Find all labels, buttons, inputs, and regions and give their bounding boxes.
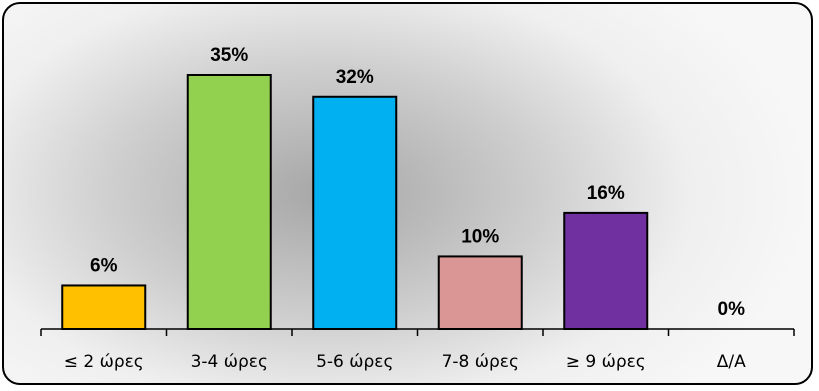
category-label: 7-8 ώρες (442, 352, 519, 372)
category-label: 5-6 ώρες (316, 352, 393, 372)
bar-chart: 6% 35% 32% 10% 16% 0% ≤ 2 ώρες 3-4 ώρες 5-6 ώρε… (40, 45, 795, 372)
data-label: 35% (210, 45, 248, 66)
category-label: ≤ 2 ώρες (64, 352, 144, 372)
data-label: 10% (461, 226, 499, 247)
category-labels-layer: ≤ 2 ώρες 3-4 ώρες 5-6 ώρες 7-8 ώρες ≥ 9 ώρες… (64, 352, 746, 372)
value-labels-layer: 6% 35% 32% 10% 16% 0% (90, 45, 745, 320)
data-label: 16% (587, 183, 625, 204)
data-label: 32% (336, 67, 374, 88)
bar (61, 284, 147, 331)
category-label: Δ/Α (717, 352, 746, 372)
bars-layer (61, 74, 649, 331)
category-label: ≥ 9 ώρες (566, 352, 646, 372)
bar (186, 74, 272, 330)
bar (563, 211, 649, 330)
data-label: 0% (718, 299, 746, 320)
category-label: 3-4 ώρες (191, 352, 268, 372)
bar (312, 95, 398, 331)
data-label: 6% (90, 255, 118, 276)
chart-frame: 6% 35% 32% 10% 16% 0% ≤ 2 ώρες 3-4 ώρες 5-6 ώρε… (2, 2, 813, 385)
x-ticks-layer (40, 329, 795, 336)
bar (437, 255, 523, 330)
